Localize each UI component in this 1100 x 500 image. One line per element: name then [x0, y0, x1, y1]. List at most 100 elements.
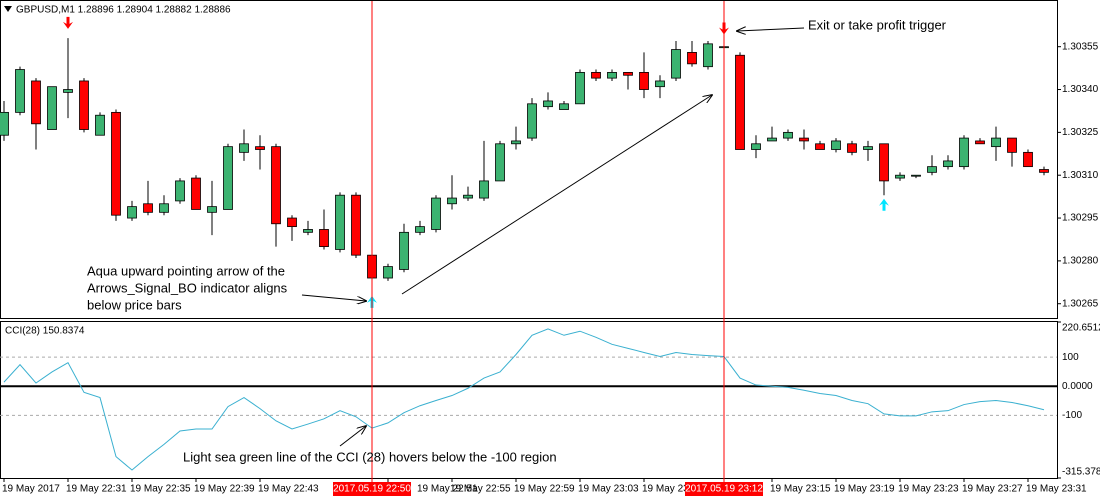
annotation: Light sea green line of the CCI (28) hov… [183, 449, 557, 464]
annotation-arrow [301, 294, 366, 301]
candle-body [831, 140, 841, 150]
menu-icon [4, 6, 12, 12]
trend-arrow [401, 95, 712, 295]
candle-body [959, 137, 969, 168]
candle-body [767, 137, 777, 142]
candle-body [623, 71, 633, 76]
y-tick-label: -315.3788 [1062, 467, 1100, 478]
candle-body [527, 103, 537, 139]
x-tick-label: 19 May 22:55 [450, 484, 511, 495]
y-tick-label: 1.30295 [1062, 213, 1099, 224]
y-tick-label: 1.30265 [1062, 298, 1099, 309]
candle-body [607, 71, 617, 79]
x-tick-label: 19 May 22:43 [258, 484, 319, 495]
candle-body [271, 146, 281, 225]
candle-body [127, 206, 137, 219]
candle-body [783, 131, 793, 139]
y-tick-label: 220.6512 [1062, 323, 1100, 334]
signal-arrow [879, 198, 889, 211]
candle-body [1007, 137, 1017, 153]
candle-body [223, 146, 233, 210]
candle-body [655, 80, 665, 88]
candle-body [479, 180, 489, 199]
annotation: Aqua upward pointing arrow of the [87, 263, 285, 278]
candle-body [975, 140, 985, 145]
y-tick-label: -100 [1062, 410, 1082, 421]
candle-body [671, 49, 681, 79]
candle-body [63, 89, 73, 93]
candle-body [0, 111, 9, 136]
candle-body [687, 52, 697, 65]
candle-body [559, 103, 569, 110]
candle-body [1023, 151, 1033, 168]
x-tick-label: 19 May 23:23 [898, 484, 959, 495]
candle-body [207, 206, 217, 213]
candle-body [303, 229, 313, 233]
candle-body [863, 146, 873, 150]
x-tick-label: 19 May 22:59 [514, 484, 575, 495]
candle-body [159, 203, 169, 213]
candle-body [431, 197, 441, 230]
candle-body [815, 143, 825, 150]
candle-body [191, 177, 201, 210]
candle-body [463, 194, 473, 199]
candle-body [911, 174, 921, 177]
candle-body [399, 231, 409, 270]
candle-body [111, 111, 121, 216]
candle-body [751, 143, 761, 150]
candle-body [79, 80, 89, 130]
candle-body [495, 143, 505, 182]
candle-body [31, 80, 41, 125]
y-tick-label: 100 [1062, 352, 1079, 363]
candle-body [95, 114, 105, 136]
y-tick-label: 1.30310 [1062, 170, 1099, 181]
candle-body [943, 160, 953, 168]
candle-body [447, 197, 457, 205]
signal-arrow [63, 16, 73, 29]
x-tick-label: 19 May 23:15 [770, 484, 831, 495]
candle-body [879, 143, 889, 182]
candle-body [895, 174, 905, 179]
vertical-line-label: 2017.05.19 23:12 [685, 484, 763, 495]
candle-body [543, 100, 553, 108]
y-tick-label: 1.30280 [1062, 256, 1099, 267]
candle-body [143, 203, 153, 213]
chart-title: GBPUSD,M1 1.28896 1.28904 1.28882 1.2888… [16, 5, 231, 16]
x-tick-label: 19 May 22:31 [66, 484, 127, 495]
candle-body [383, 266, 393, 279]
candle-body [703, 43, 713, 68]
x-tick-label: 19 May 23:03 [578, 484, 639, 495]
x-tick-label: 19 May 23:27 [962, 484, 1023, 495]
cci-line [3, 328, 1045, 471]
x-tick-label: 19 May 23:19 [834, 484, 895, 495]
x-tick-label: 19 May 2017 [2, 484, 60, 495]
candle-body [335, 194, 345, 250]
y-tick-label: 1.30340 [1062, 84, 1099, 95]
vertical-line-label-box [685, 482, 763, 496]
candle-body [847, 143, 857, 153]
candle-body [47, 86, 57, 130]
vertical-line-label-box [333, 482, 411, 496]
annotation: Exit or take profit trigger [808, 17, 947, 32]
x-tick-label: 19 May 22:51 [417, 484, 478, 495]
cci-title: CCI(28) 150.8374 [5, 326, 85, 337]
candle-body [511, 140, 521, 145]
annotation-arrow [737, 28, 805, 31]
y-tick-label: 0.0000 [1062, 381, 1093, 392]
x-tick-label: 19 May 22:35 [130, 484, 191, 495]
x-tick-label: 19 May 22:39 [194, 484, 255, 495]
candle-body [239, 143, 249, 153]
candle-body [415, 226, 425, 233]
x-tick-label: 19 May 23:07 [642, 484, 703, 495]
candle-body [927, 166, 937, 173]
x-tick-label: 19 May 23:31 [1026, 484, 1087, 495]
candle-body [639, 71, 649, 90]
cci-pane [0, 321, 1058, 479]
annotation-arrow [339, 426, 366, 447]
candle-body [319, 229, 329, 248]
vertical-line-label: 2017.05.19 22:50 [333, 484, 411, 495]
candle-body [255, 146, 265, 150]
candle-body [799, 137, 809, 142]
